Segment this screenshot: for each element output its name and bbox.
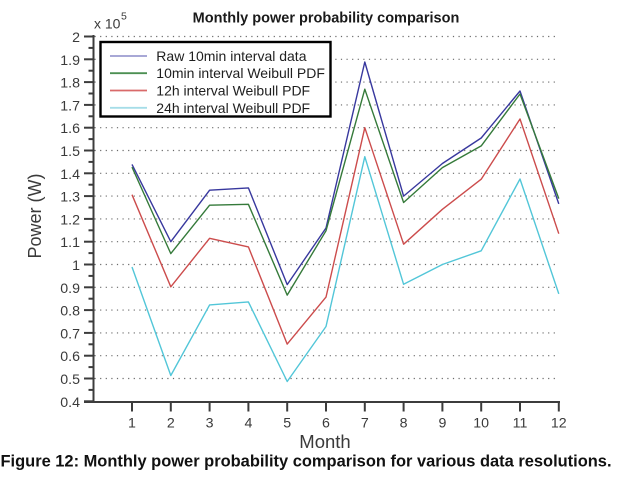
svg-text:0.5: 0.5 xyxy=(60,372,80,388)
svg-text:1.3: 1.3 xyxy=(60,190,80,206)
svg-text:0.6: 0.6 xyxy=(60,349,80,365)
svg-text:Power (W): Power (W) xyxy=(25,174,45,259)
svg-text:Figure 12: Monthly power proba: Figure 12: Monthly power probability com… xyxy=(1,453,612,471)
svg-text:9: 9 xyxy=(438,416,446,432)
svg-text:1.8: 1.8 xyxy=(60,76,80,92)
svg-text:7: 7 xyxy=(361,416,369,432)
svg-text:5: 5 xyxy=(283,416,291,432)
svg-text:0.4: 0.4 xyxy=(60,395,80,411)
svg-text:6: 6 xyxy=(322,416,330,432)
svg-text:1.6: 1.6 xyxy=(60,121,80,137)
svg-text:8: 8 xyxy=(400,416,408,432)
svg-text:Monthly power probability comp: Monthly power probability comparison xyxy=(193,10,460,26)
svg-text:1.1: 1.1 xyxy=(60,235,80,251)
svg-text:10: 10 xyxy=(473,416,489,432)
svg-text:1: 1 xyxy=(72,258,80,274)
svg-text:0.8: 0.8 xyxy=(60,304,80,320)
svg-text:1.2: 1.2 xyxy=(60,212,80,228)
svg-text:0.7: 0.7 xyxy=(60,326,80,342)
svg-text:12: 12 xyxy=(551,416,567,432)
svg-text:5: 5 xyxy=(121,11,127,23)
svg-text:x 10: x 10 xyxy=(94,16,121,32)
svg-text:1.5: 1.5 xyxy=(60,144,80,160)
svg-text:12h interval Weibull PDF: 12h interval Weibull PDF xyxy=(156,83,310,99)
svg-text:Month: Month xyxy=(299,431,350,452)
svg-text:Raw 10min interval data: Raw 10min interval data xyxy=(156,48,306,64)
svg-text:0.9: 0.9 xyxy=(60,281,80,297)
svg-text:2: 2 xyxy=(167,416,175,432)
svg-text:1: 1 xyxy=(128,416,136,432)
svg-text:11: 11 xyxy=(513,416,528,432)
svg-text:3: 3 xyxy=(206,416,214,432)
svg-text:1.4: 1.4 xyxy=(60,167,80,183)
svg-text:1.9: 1.9 xyxy=(60,53,80,69)
svg-text:10min interval Weibull PDF: 10min interval Weibull PDF xyxy=(156,65,325,81)
svg-text:2: 2 xyxy=(72,30,80,46)
svg-text:24h interval Weibull PDF: 24h interval Weibull PDF xyxy=(156,100,310,116)
svg-text:4: 4 xyxy=(244,416,252,432)
svg-text:1.7: 1.7 xyxy=(60,98,80,114)
